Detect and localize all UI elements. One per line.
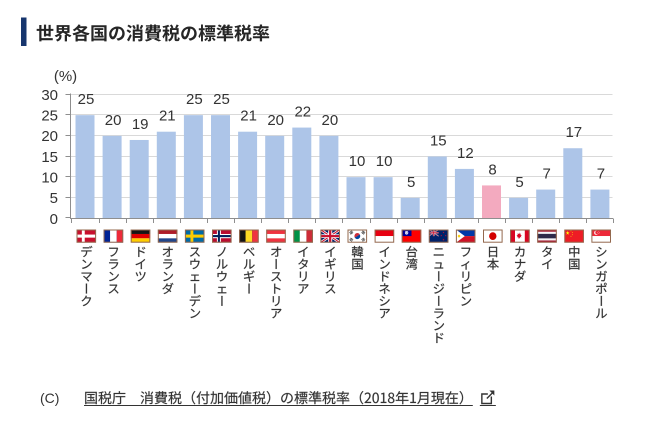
svg-text:17: 17 — [565, 124, 582, 141]
svg-text:20: 20 — [267, 112, 284, 129]
svg-text:22: 22 — [294, 104, 311, 121]
svg-text:20: 20 — [41, 128, 58, 145]
svg-text:7: 7 — [543, 166, 551, 183]
svg-text:12: 12 — [457, 145, 474, 162]
svg-text:25: 25 — [41, 108, 58, 125]
svg-text:10: 10 — [41, 170, 58, 187]
svg-text:19: 19 — [132, 116, 149, 133]
svg-text:20: 20 — [322, 112, 339, 129]
svg-text:25: 25 — [213, 91, 230, 108]
svg-text:25: 25 — [186, 91, 203, 108]
svg-text:5: 5 — [50, 190, 58, 207]
svg-text:5: 5 — [407, 174, 415, 191]
svg-text:20: 20 — [105, 112, 122, 129]
svg-text:15: 15 — [41, 149, 58, 166]
svg-text:0: 0 — [50, 211, 58, 228]
svg-text:10: 10 — [349, 153, 366, 170]
svg-text:7: 7 — [597, 166, 605, 183]
svg-text:21: 21 — [240, 108, 257, 125]
svg-text:25: 25 — [78, 91, 95, 108]
svg-text:15: 15 — [430, 133, 447, 150]
svg-text:(%): (%) — [54, 68, 77, 85]
svg-text:21: 21 — [159, 108, 176, 125]
svg-text:30: 30 — [41, 87, 58, 104]
svg-text:10: 10 — [376, 153, 393, 170]
svg-text:5: 5 — [515, 174, 523, 191]
svg-text:8: 8 — [488, 161, 496, 178]
svg-text:(C): (C) — [40, 390, 59, 406]
